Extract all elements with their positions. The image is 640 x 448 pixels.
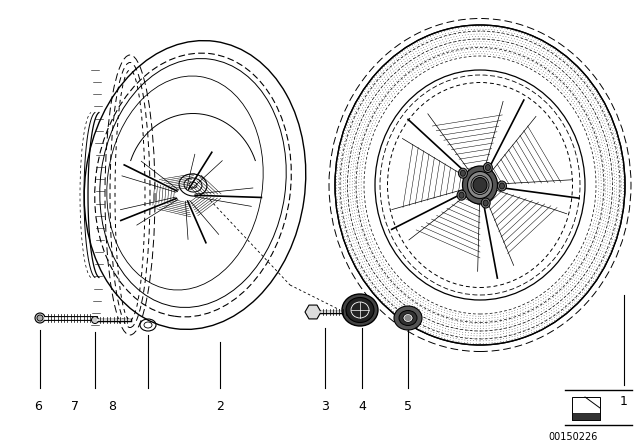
Text: 4: 4 (358, 400, 366, 413)
Ellipse shape (37, 315, 43, 321)
Ellipse shape (346, 297, 374, 323)
Ellipse shape (481, 198, 490, 208)
Text: 3: 3 (321, 400, 329, 413)
Text: 2: 2 (216, 400, 224, 413)
Text: 8: 8 (108, 400, 116, 413)
Ellipse shape (497, 181, 506, 191)
Ellipse shape (467, 172, 493, 198)
Ellipse shape (35, 313, 45, 323)
Ellipse shape (463, 166, 497, 204)
Ellipse shape (394, 306, 422, 330)
Ellipse shape (92, 316, 99, 323)
Ellipse shape (473, 177, 487, 193)
Text: 1: 1 (620, 395, 628, 408)
Polygon shape (572, 397, 600, 420)
Ellipse shape (499, 183, 504, 189)
Ellipse shape (403, 314, 413, 322)
Ellipse shape (459, 192, 464, 198)
Ellipse shape (457, 190, 466, 200)
Text: 5: 5 (404, 400, 412, 413)
Text: 7: 7 (71, 400, 79, 413)
Text: 00150226: 00150226 (548, 432, 598, 442)
Ellipse shape (460, 170, 465, 176)
Text: 6: 6 (34, 400, 42, 413)
Ellipse shape (485, 164, 490, 171)
Ellipse shape (399, 310, 417, 326)
Ellipse shape (458, 168, 467, 178)
Ellipse shape (342, 294, 378, 326)
Polygon shape (572, 413, 600, 420)
Ellipse shape (483, 163, 492, 172)
Ellipse shape (483, 200, 488, 206)
